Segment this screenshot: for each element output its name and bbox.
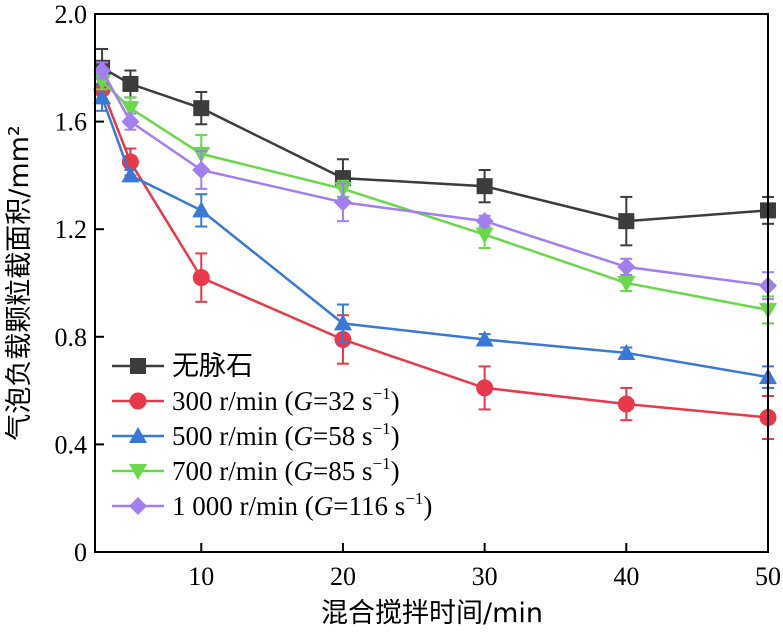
data-point bbox=[93, 61, 112, 80]
data-point bbox=[618, 213, 635, 230]
y-axis-title: 气泡负载颗粒截面积/mm² bbox=[4, 125, 35, 441]
legend-label: 700 r/min (G=85 s−1) bbox=[172, 454, 400, 486]
data-point bbox=[121, 166, 140, 183]
legend-item: 300 r/min (G=32 s−1) bbox=[112, 384, 400, 416]
y-tick-label: 1.6 bbox=[55, 108, 88, 137]
legend-item: 1 000 r/min (G=116 s−1) bbox=[112, 489, 432, 521]
data-point bbox=[475, 330, 494, 347]
x-tick-label: 40 bbox=[613, 562, 639, 591]
data-point bbox=[475, 227, 494, 244]
x-tick-label: 30 bbox=[472, 562, 498, 591]
legend-marker bbox=[129, 497, 147, 515]
legend-item: 700 r/min (G=85 s−1) bbox=[112, 454, 400, 486]
y-tick-label: 0 bbox=[74, 538, 87, 567]
data-point bbox=[121, 101, 140, 118]
legend-marker bbox=[130, 358, 146, 374]
data-point bbox=[617, 395, 635, 413]
data-point bbox=[192, 201, 211, 218]
legend-label: 500 r/min (G=58 s−1) bbox=[172, 419, 400, 451]
series-3 bbox=[93, 82, 777, 389]
data-point bbox=[617, 257, 636, 276]
series-5 bbox=[93, 61, 777, 301]
series-layer bbox=[93, 47, 777, 441]
legend-marker bbox=[129, 464, 147, 480]
x-tick-label: 20 bbox=[330, 562, 356, 591]
data-point bbox=[333, 193, 352, 212]
data-point bbox=[476, 379, 494, 397]
data-point bbox=[617, 276, 636, 292]
plot-frame bbox=[94, 13, 769, 553]
data-point bbox=[192, 161, 211, 180]
data-point bbox=[476, 178, 493, 195]
data-point bbox=[475, 212, 494, 231]
data-point bbox=[192, 269, 210, 287]
data-point bbox=[121, 112, 140, 131]
legend-label: 300 r/min (G=32 s−1) bbox=[172, 384, 400, 416]
data-point bbox=[193, 100, 210, 117]
legend-label: 无脉石 bbox=[172, 351, 253, 381]
x-axis-title: 混合搅拌时间/min bbox=[321, 598, 543, 629]
legend-item: 500 r/min (G=58 s−1) bbox=[112, 419, 400, 451]
x-tick-label: 10 bbox=[188, 562, 214, 591]
data-point bbox=[93, 88, 112, 105]
x-tick-label: 50 bbox=[755, 562, 781, 591]
data-point bbox=[333, 314, 352, 331]
data-point bbox=[617, 343, 636, 360]
data-point bbox=[122, 75, 139, 92]
tick-layer: 10 20 30 40 50 0 0.4 0.8 1.2 1.6 2.0 bbox=[55, 0, 782, 591]
legend-marker bbox=[129, 427, 147, 443]
y-tick-label: 2.0 bbox=[55, 0, 88, 29]
y-tick-label: 1.2 bbox=[55, 215, 88, 244]
legend-marker bbox=[129, 392, 147, 410]
y-tick-label: 0.8 bbox=[55, 323, 88, 352]
legend-label: 1 000 r/min (G=116 s−1) bbox=[172, 489, 432, 521]
series-2 bbox=[93, 77, 777, 441]
legend-item: 无脉石 bbox=[112, 351, 253, 381]
y-tick-label: 0.4 bbox=[55, 430, 88, 459]
